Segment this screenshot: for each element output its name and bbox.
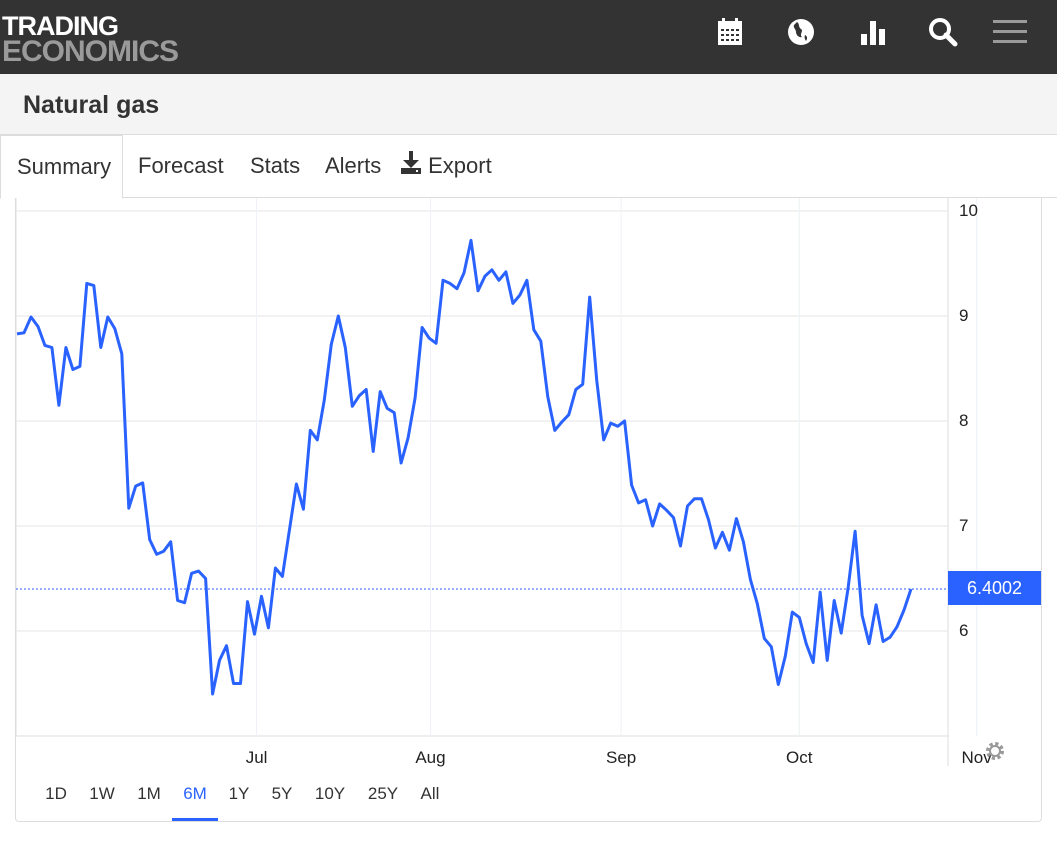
range-25y-button[interactable]: 25Y bbox=[367, 784, 399, 803]
gear-icon[interactable] bbox=[984, 740, 1006, 762]
search-icon[interactable] bbox=[927, 16, 959, 48]
menu-icon[interactable] bbox=[993, 16, 1029, 48]
y-tick-label: 6 bbox=[959, 621, 969, 640]
active-range-underline bbox=[172, 818, 218, 821]
calendar-icon[interactable] bbox=[714, 16, 746, 48]
range-1w-button[interactable]: 1W bbox=[89, 784, 115, 803]
tab-export-label: Export bbox=[428, 153, 492, 178]
last-price-label: 6.4002 bbox=[948, 571, 1041, 605]
range-all-button[interactable]: All bbox=[420, 784, 440, 803]
y-tick-label: 9 bbox=[959, 306, 969, 325]
x-tick-label: Sep bbox=[606, 748, 637, 767]
globe-icon[interactable] bbox=[785, 16, 817, 48]
range-5y-button[interactable]: 5Y bbox=[271, 784, 293, 803]
top-navbar: TRADING ECONOMICS bbox=[0, 0, 1057, 74]
range-6m-button[interactable]: 6M bbox=[183, 784, 207, 803]
tab-summary[interactable]: Summary bbox=[0, 135, 123, 199]
title-bar: Natural gas bbox=[0, 74, 1057, 135]
y-tick-label: 8 bbox=[959, 411, 969, 430]
logo-line-1: TRADING bbox=[2, 11, 119, 41]
price-series-line bbox=[16, 238, 913, 696]
x-tick-label: Aug bbox=[415, 748, 446, 767]
range-1d-button[interactable]: 1D bbox=[45, 784, 67, 803]
x-tick-label: Nov bbox=[961, 748, 992, 767]
tab-stats[interactable]: Stats bbox=[250, 153, 301, 178]
tab-alerts[interactable]: Alerts bbox=[325, 153, 382, 178]
y-tick-label: 7 bbox=[959, 516, 969, 535]
tab-forecast[interactable]: Forecast bbox=[138, 153, 224, 178]
x-tick-label: Jul bbox=[245, 748, 268, 767]
tab-export[interactable]: Export bbox=[400, 135, 492, 198]
range-1m-button[interactable]: 1M bbox=[137, 784, 161, 803]
logo[interactable]: TRADING ECONOMICS bbox=[2, 11, 179, 68]
bar-chart-icon[interactable] bbox=[857, 16, 889, 48]
x-tick-label: Oct bbox=[786, 748, 813, 767]
download-icon bbox=[401, 151, 421, 174]
tab-bar: Summary Forecast Stats Alerts Export bbox=[0, 135, 1057, 199]
range-10y-button[interactable]: 10Y bbox=[314, 784, 346, 803]
logo-line-2: ECONOMICS bbox=[2, 35, 179, 68]
range-1y-button[interactable]: 1Y bbox=[228, 784, 250, 803]
page-title: Natural gas bbox=[23, 91, 160, 119]
y-tick-label: 10 bbox=[959, 201, 978, 220]
